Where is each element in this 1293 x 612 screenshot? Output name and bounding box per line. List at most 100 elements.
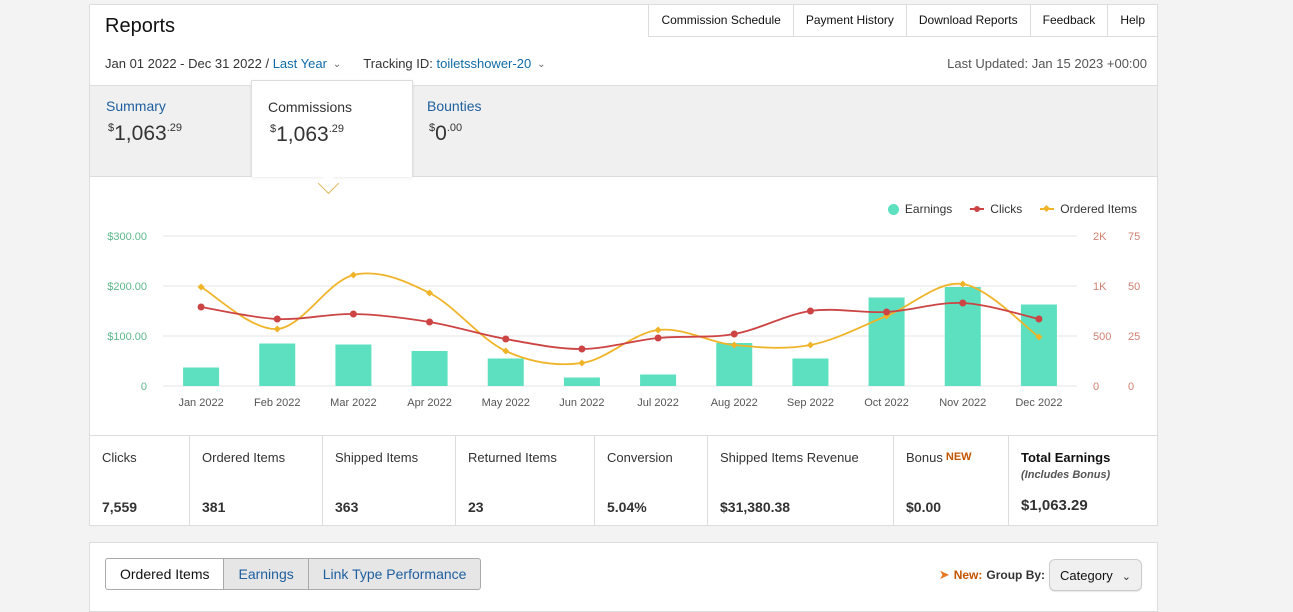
metric-label: Returned Items <box>468 450 557 465</box>
detail-tabs: Ordered Items Earnings Link Type Perform… <box>105 558 482 590</box>
x-tick-label: Mar 2022 <box>330 397 376 409</box>
metric-value: $1,063.29 <box>1021 497 1088 514</box>
rocket-icon: ➤ <box>938 567 950 582</box>
earnings-bar <box>640 374 677 386</box>
page-title: Reports <box>105 15 176 37</box>
group-by-value: Category <box>1060 567 1113 583</box>
metric-returned-items: Returned Items 23 <box>456 436 595 526</box>
ordered-items-point <box>959 280 967 288</box>
metric-label: Shipped Items <box>335 450 419 465</box>
metric-total-earnings: Total Earnings (Includes Bonus) $1,063.2… <box>1009 436 1157 526</box>
ordered-items-point <box>806 341 814 349</box>
x-tick-label: May 2022 <box>482 397 530 409</box>
ordered-items-point <box>1035 333 1043 341</box>
earnings-bar <box>487 358 524 386</box>
chevron-down-icon[interactable]: ⌄ <box>537 59 546 70</box>
ordered-items-point <box>273 325 281 333</box>
tab-earnings[interactable]: Earnings <box>223 558 309 590</box>
ordered-items-legend-marker <box>1040 204 1055 213</box>
group-by-label: Group By: <box>986 568 1046 582</box>
clicks-point <box>883 308 891 316</box>
legend-earnings[interactable]: Earnings <box>887 202 952 216</box>
x-tick-label: Jul 2022 <box>637 397 679 409</box>
metrics-row: Clicks 7,559 Ordered Items 381 Shipped I… <box>90 435 1157 526</box>
chart-plot: $300.00 2K 75$200.00 1K 50$100.00 500 250 0 0Jan… <box>107 231 1140 409</box>
metric-conversion: Conversion 5.04% <box>595 436 708 526</box>
period-dropdown[interactable]: Last Year <box>272 56 327 71</box>
help-link[interactable]: Help <box>1107 5 1157 37</box>
earnings-bar <box>716 343 753 386</box>
metric-clicks: Clicks 7,559 <box>90 436 190 526</box>
tab-ordered-items[interactable]: Ordered Items <box>105 558 225 590</box>
x-tick-label: Nov 2022 <box>939 397 986 409</box>
x-tick-label: Jan 2022 <box>178 397 223 409</box>
clicks-point <box>426 318 434 326</box>
tab-summary[interactable]: Summary $1,063.29 <box>90 86 250 176</box>
legend-clicks[interactable]: Clicks <box>970 202 1022 216</box>
earnings-bar <box>411 351 448 386</box>
earnings-legend-dot <box>887 203 899 215</box>
earnings-bar <box>563 377 600 386</box>
metric-shipped-items: Shipped Items 363 <box>323 436 456 526</box>
commissions-amount: $1,063.29 <box>270 123 344 146</box>
bounties-amount: $0.00 <box>429 122 463 145</box>
tab-link-type-performance[interactable]: Link Type Performance <box>307 558 482 590</box>
x-tick-label: Aug 2022 <box>711 397 758 409</box>
ordered-items-point <box>654 326 662 334</box>
feedback-link[interactable]: Feedback <box>1029 5 1108 37</box>
ordered-items-point <box>578 359 586 367</box>
y-tick-label-earnings: 0 <box>141 381 147 393</box>
metric-label: Clicks <box>102 450 137 465</box>
last-updated: Last Updated: Jan 15 2023 +00:00 <box>947 56 1147 71</box>
clicks-line <box>200 302 1040 350</box>
tab-bounties[interactable]: Bounties $0.00 <box>411 86 571 176</box>
ordered-items-point <box>349 271 357 279</box>
top-links: Commission Schedule Payment History Down… <box>648 5 1157 37</box>
group-by-select[interactable]: Category ⌄ <box>1049 559 1142 591</box>
chart-legend: Earnings Clicks Ordered Items <box>870 202 1137 216</box>
metric-value: $31,380.38 <box>720 499 791 515</box>
tab-bounties-label: Bounties <box>427 98 482 114</box>
metric-label: Total Earnings <box>1021 450 1111 465</box>
metric-ordered-items: Ordered Items 381 <box>190 436 323 526</box>
y-tick-label-clicks: 2K <box>1093 231 1107 243</box>
y-tick-label-clicks: 0 <box>1093 381 1099 393</box>
tracking-id-dropdown[interactable]: toiletsshower-20 <box>436 56 532 71</box>
summary-amount: $1,063.29 <box>108 122 182 145</box>
new-label: New: <box>953 568 983 582</box>
y-tick-label-earnings: $100.00 <box>107 331 147 343</box>
x-tick-label: Sep 2022 <box>787 397 834 409</box>
clicks-point <box>502 335 510 343</box>
new-badge: NEW <box>945 451 972 463</box>
clicks-point <box>730 330 738 338</box>
earnings-bar <box>335 344 372 386</box>
y-tick-label-clicks: 500 <box>1093 331 1111 343</box>
ordered-items-point <box>426 289 434 297</box>
chevron-down-icon[interactable]: ⌄ <box>332 59 342 70</box>
metric-shipped-revenue: Shipped Items Revenue $31,380.38 <box>708 436 894 526</box>
legend-ordered-items[interactable]: Ordered Items <box>1040 202 1137 216</box>
clicks-point <box>197 303 205 311</box>
earnings-chart: Earnings Clicks Ordered Items $300.00 2K 7… <box>90 185 1157 435</box>
download-reports-link[interactable]: Download Reports <box>905 5 1030 37</box>
details-panel: Ordered Items Earnings Link Type Perform… <box>89 542 1158 612</box>
y-tick-label-earnings: $200.00 <box>107 281 147 293</box>
tab-summary-label: Summary <box>106 98 166 114</box>
clicks-point <box>273 315 281 323</box>
clicks-point <box>349 310 357 318</box>
chevron-down-icon: ⌄ <box>1121 570 1131 583</box>
y-tick-label-ordered-items: 0 <box>1128 381 1134 393</box>
date-range: Jan 01 2022 - Dec 31 2022 / <box>105 56 270 71</box>
commission-schedule-link[interactable]: Commission Schedule <box>648 5 793 37</box>
y-tick-label-ordered-items: 75 <box>1128 231 1140 243</box>
metric-label: Ordered Items <box>202 450 286 465</box>
clicks-point <box>959 299 967 307</box>
ordered-items-line <box>200 272 1040 366</box>
tab-commissions[interactable]: Commissions $1,063.29 <box>251 80 413 177</box>
metric-bonus: Bonus NEW $0.00 <box>894 436 1009 526</box>
payment-history-link[interactable]: Payment History <box>792 5 906 37</box>
clicks-point <box>1035 315 1043 323</box>
y-tick-label-clicks: 1K <box>1093 281 1107 293</box>
y-tick-label-earnings: $300.00 <box>107 231 147 243</box>
tab-commissions-label: Commissions <box>268 99 353 115</box>
